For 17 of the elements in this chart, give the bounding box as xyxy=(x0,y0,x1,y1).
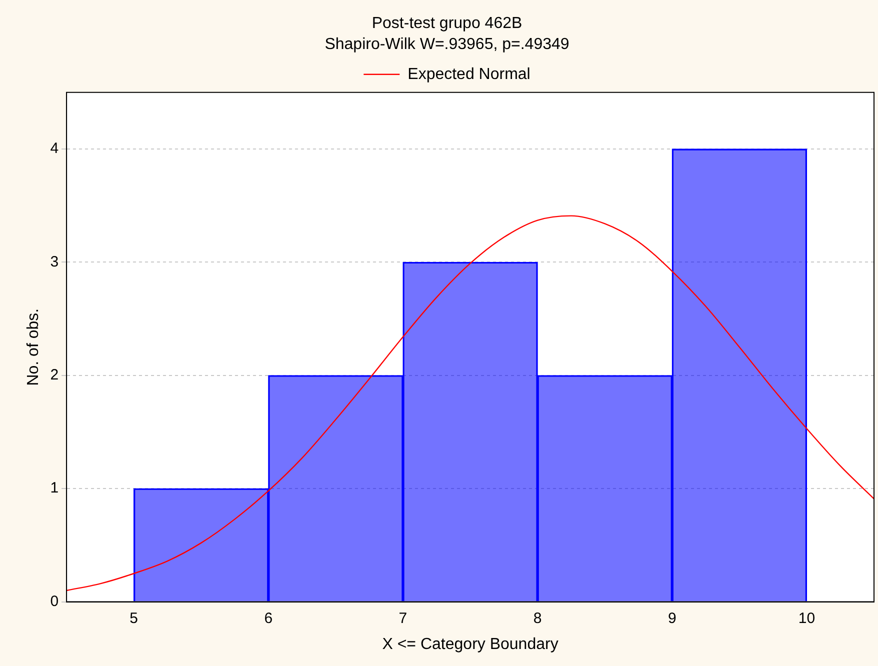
line-series xyxy=(66,215,874,592)
y-tick-label: 1 xyxy=(50,480,59,497)
x-tick-label: 7 xyxy=(398,610,408,627)
x-tick-label: 10 xyxy=(798,610,816,627)
y-tick-label: 2 xyxy=(50,366,59,384)
y-tick-label: 3 xyxy=(50,253,59,270)
x-tick-label: 5 xyxy=(130,610,138,627)
y-axis-title: No. of obs. xyxy=(25,308,42,386)
legend-label: Expected Normal xyxy=(408,66,530,83)
y-tick-label: 0 xyxy=(50,592,59,610)
y-tick-label: 4 xyxy=(50,140,59,158)
chart-subtitle: Shapiro-Wilk W=.93965, p=.49349 xyxy=(324,36,570,54)
chart-title: Post-test grupo 462B xyxy=(372,15,522,32)
x-tick-label: 9 xyxy=(668,610,676,627)
x-tick-label: 8 xyxy=(533,610,542,627)
x-axis-title: X <= Category Boundary xyxy=(382,636,558,653)
x-tick-label: 6 xyxy=(264,610,273,627)
